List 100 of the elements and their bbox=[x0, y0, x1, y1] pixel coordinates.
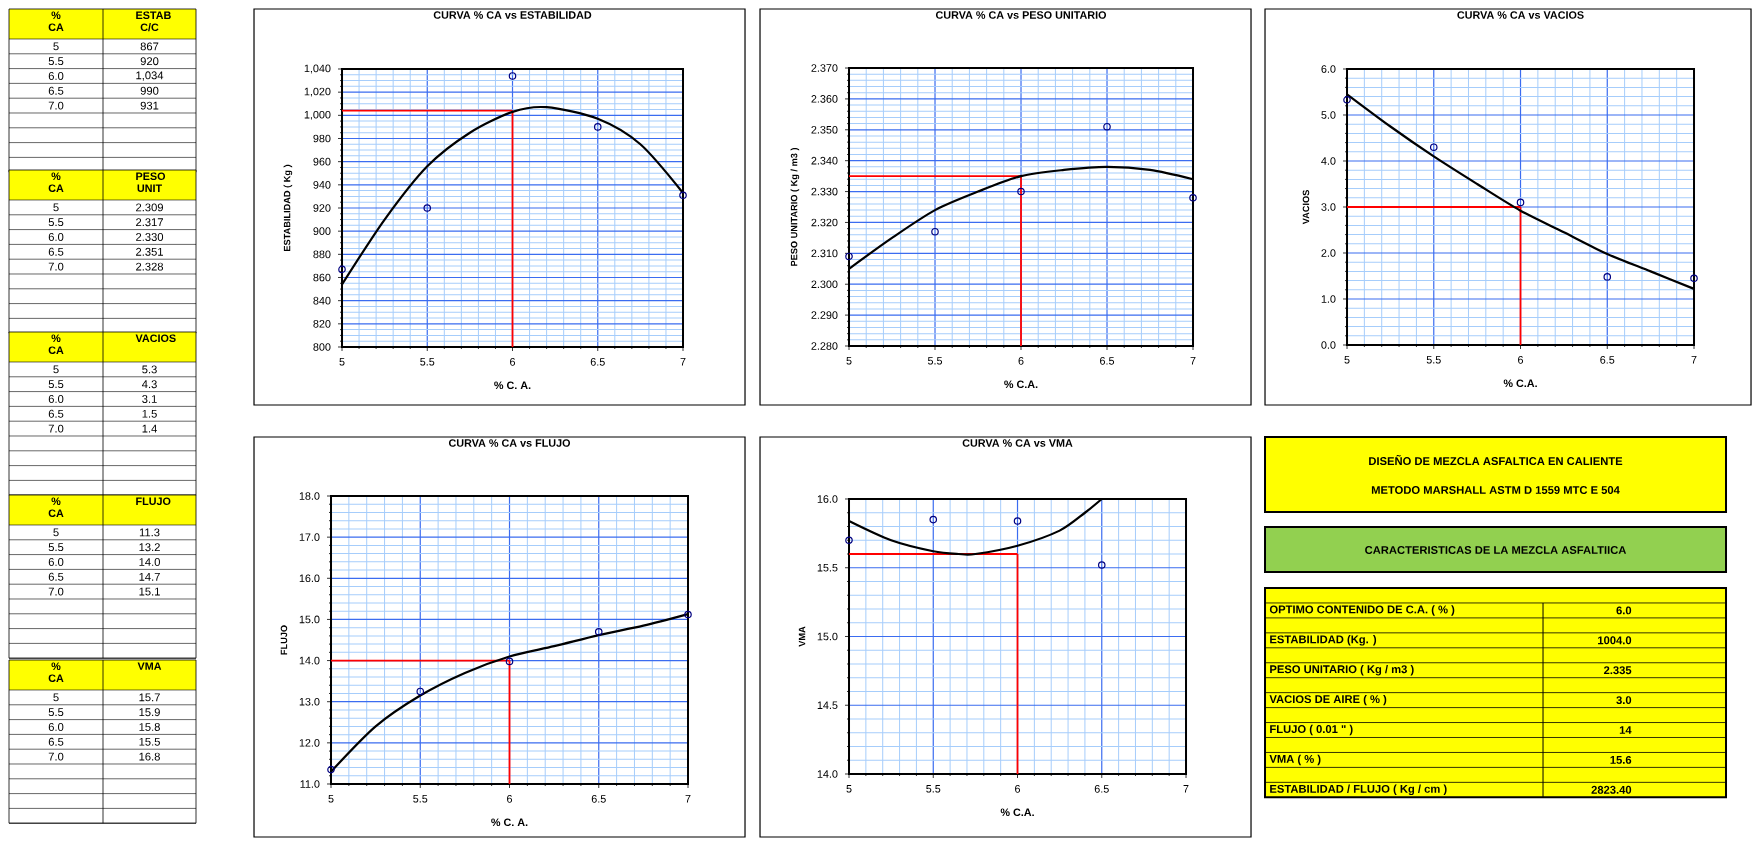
point bbox=[1103, 122, 1111, 131]
text: 5.5 bbox=[48, 543, 64, 552]
text: 6.0 bbox=[48, 395, 64, 403]
text: 5.5 bbox=[48, 218, 64, 227]
x-tick-label: 5 bbox=[846, 785, 852, 793]
category-label: OPTIMO CONTENIDO DE C.A. ( % ) bbox=[1269, 605, 1455, 616]
text: FLUJO bbox=[136, 497, 171, 506]
y-tick-label: 960 bbox=[313, 157, 331, 166]
x-tick-label: 5 bbox=[1344, 356, 1350, 364]
y-tick-label: 0.0 bbox=[1321, 341, 1336, 349]
y-tick-label: 17.0 bbox=[299, 533, 320, 541]
y-tick-label: 14.0 bbox=[817, 770, 838, 778]
y-tick-label: 14.5 bbox=[817, 701, 838, 709]
x-axis-title: % C. A. bbox=[494, 381, 531, 390]
y-tick-label: 3.0 bbox=[1321, 203, 1336, 211]
text: VACIOS bbox=[135, 334, 176, 343]
point bbox=[508, 72, 517, 80]
y-tick-label: 2.340 bbox=[811, 156, 838, 165]
text: 1.5 bbox=[142, 409, 157, 418]
x-tick-label: 6 bbox=[1018, 357, 1024, 365]
x-tick-label: 5.5 bbox=[926, 785, 941, 793]
y-tick-label: 2.370 bbox=[811, 64, 838, 72]
y-tick-label: 14.0 bbox=[299, 656, 320, 665]
y-tick-label: 16.0 bbox=[817, 495, 838, 503]
y-tick-label: 860 bbox=[313, 273, 331, 282]
y-tick-label: 15.0 bbox=[299, 615, 320, 624]
text: 5 bbox=[53, 528, 59, 537]
text: 6.5 bbox=[48, 409, 64, 418]
x-tick-label: 7 bbox=[1691, 356, 1697, 364]
text: 2.335 bbox=[1603, 666, 1632, 675]
text: 6.0 bbox=[48, 558, 64, 566]
text: 7.0 bbox=[48, 752, 64, 761]
y-tick-label: 980 bbox=[313, 134, 331, 143]
x-tick-label: 6.5 bbox=[591, 795, 606, 803]
text: 6.0 bbox=[48, 723, 64, 731]
text: 14.7 bbox=[139, 572, 160, 581]
text: 3.1 bbox=[142, 395, 157, 403]
text: METODO MARSHALL ASTM D 1559 MTC E 504 bbox=[1371, 486, 1620, 494]
category-label: PESO UNITARIO ( Kg / m3 ) bbox=[1270, 664, 1414, 676]
y-axis-title: VACIOS bbox=[1302, 190, 1310, 225]
text: 16.8 bbox=[139, 752, 160, 761]
x-tick-label: 7 bbox=[1190, 357, 1196, 365]
x-tick-label: 6.5 bbox=[1100, 357, 1115, 365]
point bbox=[416, 687, 425, 696]
text: % CA bbox=[48, 662, 64, 682]
text: 7.0 bbox=[48, 424, 64, 433]
text: 15.6 bbox=[1610, 755, 1632, 764]
chart-title: CURVA % CA vs FLUJO bbox=[448, 439, 571, 447]
category-label: VACIOS DE AIRE ( % ) bbox=[1269, 694, 1387, 706]
category-label: VMA ( % ) bbox=[1269, 754, 1321, 766]
text: 1004.0 bbox=[1598, 636, 1632, 645]
text: % CA bbox=[48, 11, 64, 31]
x-tick-label: 7 bbox=[685, 795, 691, 803]
y-axis-title: PESO UNITARIO ( Kg / m3 ) bbox=[790, 148, 800, 266]
y-tick-label: 13.0 bbox=[299, 697, 320, 706]
y-axis-title: VMA bbox=[798, 626, 806, 647]
point bbox=[1013, 517, 1022, 525]
point bbox=[1429, 143, 1438, 151]
x-tick-label: 5.5 bbox=[1426, 356, 1441, 364]
text: 931 bbox=[140, 101, 159, 110]
text: 6.5 bbox=[48, 737, 64, 746]
text: 15.5 bbox=[139, 737, 160, 746]
y-tick-label: 2.300 bbox=[811, 280, 838, 289]
y-tick-label: 6.0 bbox=[1321, 65, 1336, 73]
text: % CA bbox=[48, 334, 64, 354]
point bbox=[1189, 193, 1197, 202]
text: 5.5 bbox=[48, 57, 64, 66]
y-tick-label: 12.0 bbox=[299, 739, 320, 747]
x-tick-label: 7 bbox=[680, 358, 686, 366]
text: 1,034 bbox=[136, 71, 164, 81]
y-tick-label: 880 bbox=[313, 250, 331, 259]
y-tick-label: 1.0 bbox=[1321, 295, 1336, 303]
text: 7.0 bbox=[48, 587, 64, 596]
point bbox=[1603, 273, 1612, 281]
text: % CA bbox=[48, 172, 64, 192]
category-label: ESTABILIDAD / FLUJO ( Kg / cm ) bbox=[1270, 784, 1447, 796]
y-tick-label: 4.0 bbox=[1321, 157, 1336, 165]
text: 920 bbox=[140, 57, 159, 66]
y-axis-title: FLUJO bbox=[280, 625, 288, 655]
x-tick-label: 6 bbox=[1015, 785, 1021, 793]
text: 15.9 bbox=[139, 708, 160, 717]
y-tick-label: 2.280 bbox=[811, 342, 838, 350]
text: 6.5 bbox=[48, 86, 64, 95]
point bbox=[593, 123, 602, 131]
y-tick-label: 16.0 bbox=[299, 574, 320, 583]
text: 14 bbox=[1619, 726, 1632, 734]
text: 2.309 bbox=[136, 203, 163, 212]
text: 11.3 bbox=[139, 528, 160, 537]
x-axis-title: % C.A. bbox=[1000, 808, 1034, 817]
y-tick-label: 2.360 bbox=[811, 95, 838, 103]
point bbox=[1516, 198, 1525, 207]
y-tick-label: 2.350 bbox=[811, 125, 838, 134]
chart-title: CURVA % CA vs PESO UNITARIO bbox=[935, 11, 1107, 19]
point bbox=[594, 627, 603, 636]
y-tick-label: 800 bbox=[313, 343, 331, 351]
y-tick-label: 900 bbox=[313, 227, 331, 235]
y-tick-label: 1,000 bbox=[304, 110, 331, 120]
text: 1.4 bbox=[142, 424, 157, 433]
point bbox=[1017, 187, 1025, 196]
x-tick-label: 5 bbox=[846, 357, 852, 365]
